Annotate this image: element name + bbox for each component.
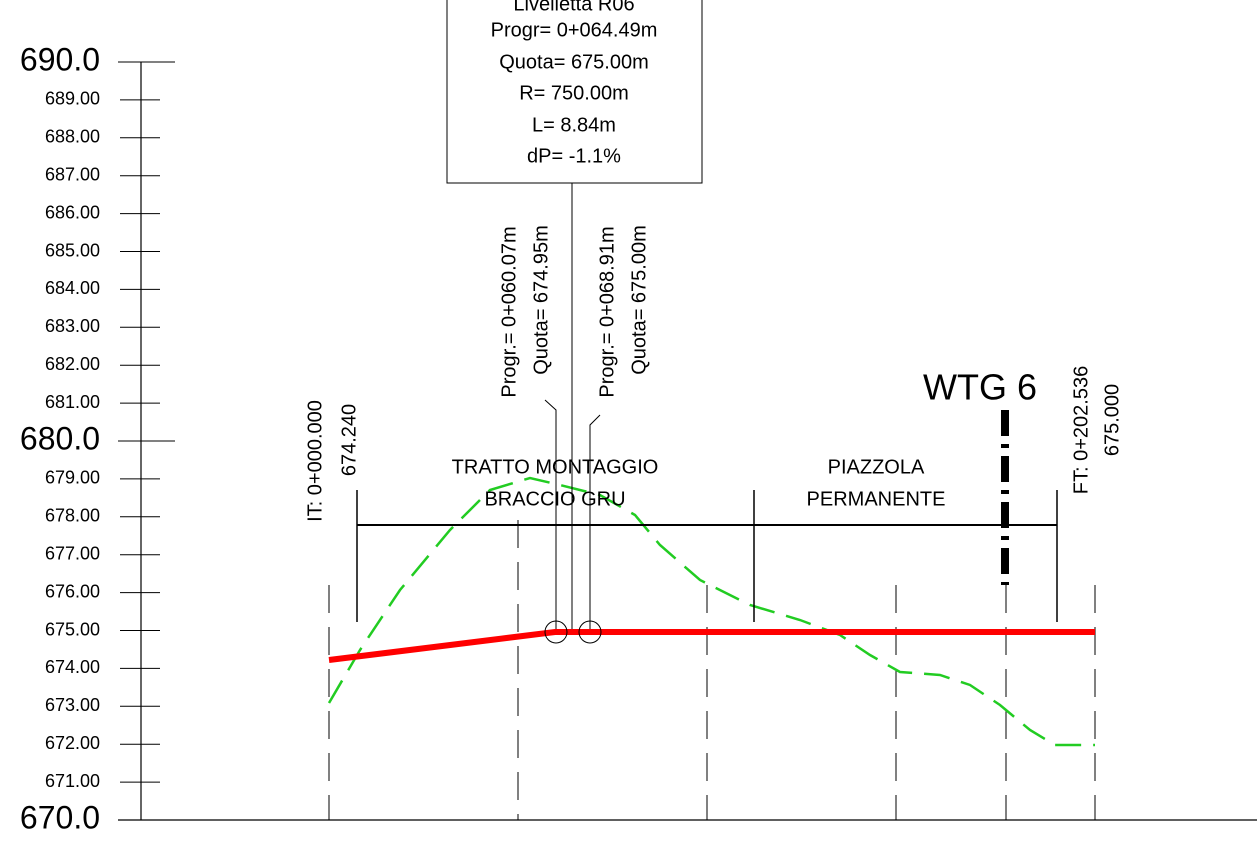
tangent-start-quota: Quota= 674.95m [530, 225, 552, 375]
axis-label: 688.00 [45, 127, 100, 147]
section-label: PERMANENTE [807, 488, 946, 510]
end-quota: 675.000 [1101, 384, 1123, 456]
leader-lines [544, 183, 601, 630]
axis-label: 671.00 [45, 771, 100, 791]
vertex-info: L= 8.84m [532, 114, 616, 136]
tangent-end-progr: Progr.= 0+068.91m [596, 226, 618, 397]
axis-label: 684.00 [45, 278, 100, 298]
axis-label: 687.00 [45, 164, 100, 184]
terrain-line [327, 476, 1095, 747]
section-label: PIAZZOLA [828, 456, 925, 478]
vertex-box [446, 0, 703, 184]
start-quota: 674.240 [338, 404, 360, 476]
axis-label: 673.00 [45, 695, 100, 715]
vertex-info: R= 750.00m [519, 82, 629, 104]
tangent-point [578, 620, 602, 644]
section-label: BRACCIO GRU [484, 488, 625, 510]
station-lines [328, 520, 1096, 820]
axis-label: 683.00 [45, 316, 100, 336]
section-label: TRATTO MONTAGGIO [452, 456, 659, 478]
vertex-info: Livelletta R06 [513, 0, 634, 15]
turbine-label: WTG 6 [923, 367, 1037, 408]
design-grade-line [328, 629, 1095, 663]
start-progr: IT: 0+000.000 [304, 400, 326, 522]
axis-label: 676.00 [45, 581, 100, 601]
vertex-info: dP= -1.1% [527, 145, 621, 167]
axis-label: 690.0 [20, 41, 100, 77]
tangent-point [544, 620, 568, 644]
axis-label: 685.00 [45, 240, 100, 260]
tangent-start-progr: Progr.= 0+060.07m [498, 226, 520, 397]
axis-label: 679.00 [45, 468, 100, 488]
axis-label: 674.00 [45, 657, 100, 677]
section-lines [356, 490, 1058, 622]
axis-label: 686.00 [45, 202, 100, 222]
axis-label: 680.0 [20, 420, 100, 456]
vertex-info: Progr= 0+064.49m [491, 19, 658, 41]
tangent-end-quota: Quota= 675.00m [628, 225, 650, 375]
axis-label: 689.00 [45, 89, 100, 109]
axis-label: 672.00 [45, 733, 100, 753]
end-progr: FT: 0+202.536 [1070, 366, 1092, 494]
axis-label: 675.00 [45, 619, 100, 639]
axis-label: 681.00 [45, 392, 100, 412]
axis-label: 677.00 [45, 543, 100, 563]
vertex-info: Quota= 675.00m [499, 51, 649, 73]
axis-label: 670.0 [20, 799, 100, 835]
axis-label: 682.00 [45, 354, 100, 374]
axis-label: 678.00 [45, 506, 100, 526]
